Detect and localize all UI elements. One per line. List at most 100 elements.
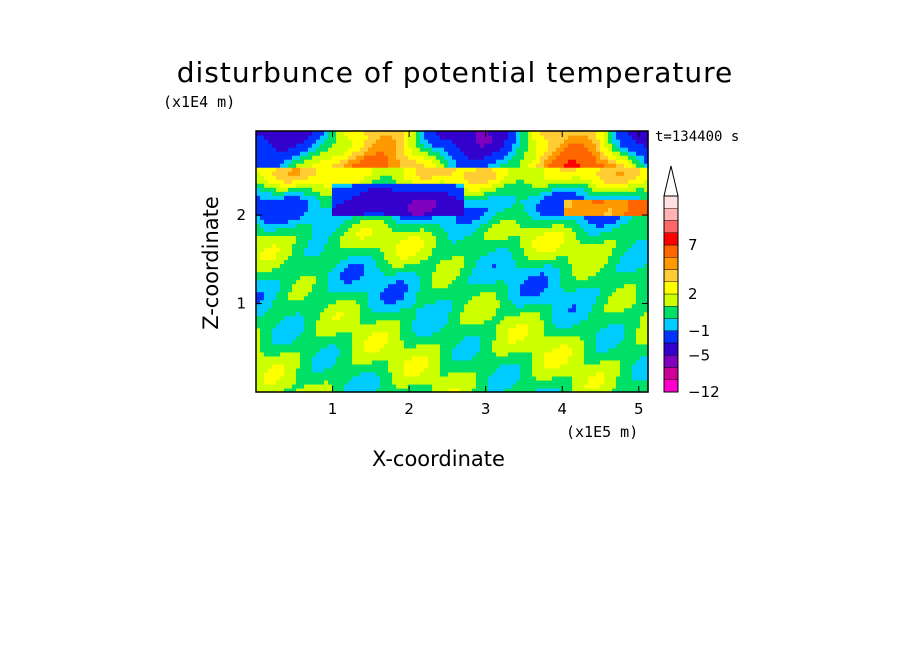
field-cell xyxy=(388,243,393,249)
field-cell xyxy=(304,155,309,160)
field-cell xyxy=(396,219,401,224)
field-cell xyxy=(372,323,377,329)
field-cell xyxy=(320,307,325,313)
field-cell xyxy=(528,339,533,345)
field-cell xyxy=(304,315,309,321)
field-cell xyxy=(268,227,273,232)
field-cell xyxy=(376,311,381,317)
field-cell xyxy=(456,363,461,369)
field-cell xyxy=(440,283,445,289)
field-cell xyxy=(272,171,277,176)
field-cell xyxy=(384,183,389,188)
field-cell xyxy=(324,247,329,253)
field-cell xyxy=(392,147,397,152)
field-cell xyxy=(484,219,489,224)
field-cell xyxy=(388,315,393,321)
field-cell xyxy=(304,203,309,208)
field-cell xyxy=(260,171,265,176)
field-cell xyxy=(444,183,449,188)
field-cell xyxy=(348,147,353,152)
field-cell xyxy=(448,259,453,265)
field-cell xyxy=(448,363,453,369)
field-cell xyxy=(360,143,365,148)
field-cell xyxy=(472,215,477,220)
field-cell xyxy=(420,187,425,192)
field-cell xyxy=(452,295,457,301)
field-cell xyxy=(412,375,417,381)
field-cell xyxy=(544,175,549,180)
field-cell xyxy=(412,151,417,156)
field-cell xyxy=(304,283,309,289)
field-cell xyxy=(400,243,405,249)
field-cell xyxy=(404,275,409,281)
field-cell xyxy=(344,187,349,192)
field-cell xyxy=(300,291,305,297)
field-cell xyxy=(352,207,357,212)
field-cell xyxy=(348,347,353,353)
field-cell xyxy=(412,367,417,373)
field-cell xyxy=(268,231,273,236)
field-cell xyxy=(288,295,293,301)
field-cell xyxy=(356,139,361,144)
field-cell xyxy=(308,139,313,144)
field-cell xyxy=(296,243,301,249)
field-cell xyxy=(484,191,489,196)
field-cell xyxy=(384,211,389,216)
field-cell xyxy=(256,347,261,353)
field-cell xyxy=(504,175,509,180)
field-cell xyxy=(340,351,345,357)
field-cell xyxy=(436,319,441,325)
field-cell xyxy=(556,251,561,257)
field-cell xyxy=(372,135,377,140)
field-cell xyxy=(352,147,357,152)
field-cell xyxy=(300,335,305,341)
field-cell xyxy=(536,187,541,192)
field-cell xyxy=(276,351,281,357)
field-cell xyxy=(344,351,349,357)
field-cell xyxy=(276,243,281,249)
field-cell xyxy=(424,331,429,337)
field-cell xyxy=(356,363,361,369)
field-cell xyxy=(512,247,517,253)
field-cell xyxy=(368,251,373,257)
field-cell xyxy=(360,383,365,389)
field-cell xyxy=(428,375,433,381)
field-cell xyxy=(256,367,261,373)
field-cell xyxy=(412,175,417,180)
field-cell xyxy=(308,235,313,241)
field-cell xyxy=(364,351,369,357)
field-cell xyxy=(312,255,317,261)
field-cell xyxy=(404,255,409,261)
field-cell xyxy=(548,315,553,321)
field-cell xyxy=(440,303,445,309)
field-cell xyxy=(292,235,297,241)
field-cell xyxy=(372,387,377,393)
field-cell xyxy=(468,219,473,224)
field-cell xyxy=(380,339,385,345)
field-cell xyxy=(292,139,297,144)
field-cell xyxy=(288,231,293,236)
field-cell xyxy=(548,155,553,160)
field-cell xyxy=(476,183,481,188)
field-cell xyxy=(280,227,285,232)
field-cell xyxy=(548,299,553,305)
field-cell xyxy=(500,155,505,160)
field-cell xyxy=(388,171,393,176)
field-cell xyxy=(276,287,281,293)
field-cell xyxy=(452,363,457,369)
field-cell xyxy=(484,175,489,180)
field-cell xyxy=(532,343,537,349)
field-cell xyxy=(392,299,397,305)
field-cell xyxy=(488,291,493,297)
field-cell xyxy=(484,371,489,377)
field-cell xyxy=(304,359,309,365)
field-cell xyxy=(312,143,317,148)
field-cell xyxy=(508,219,513,224)
field-cell xyxy=(552,371,557,377)
field-cell xyxy=(444,167,449,172)
field-cell xyxy=(268,175,273,180)
field-cell xyxy=(316,307,321,313)
field-cell xyxy=(472,295,477,301)
field-cell xyxy=(324,291,329,297)
field-cell xyxy=(388,387,393,393)
